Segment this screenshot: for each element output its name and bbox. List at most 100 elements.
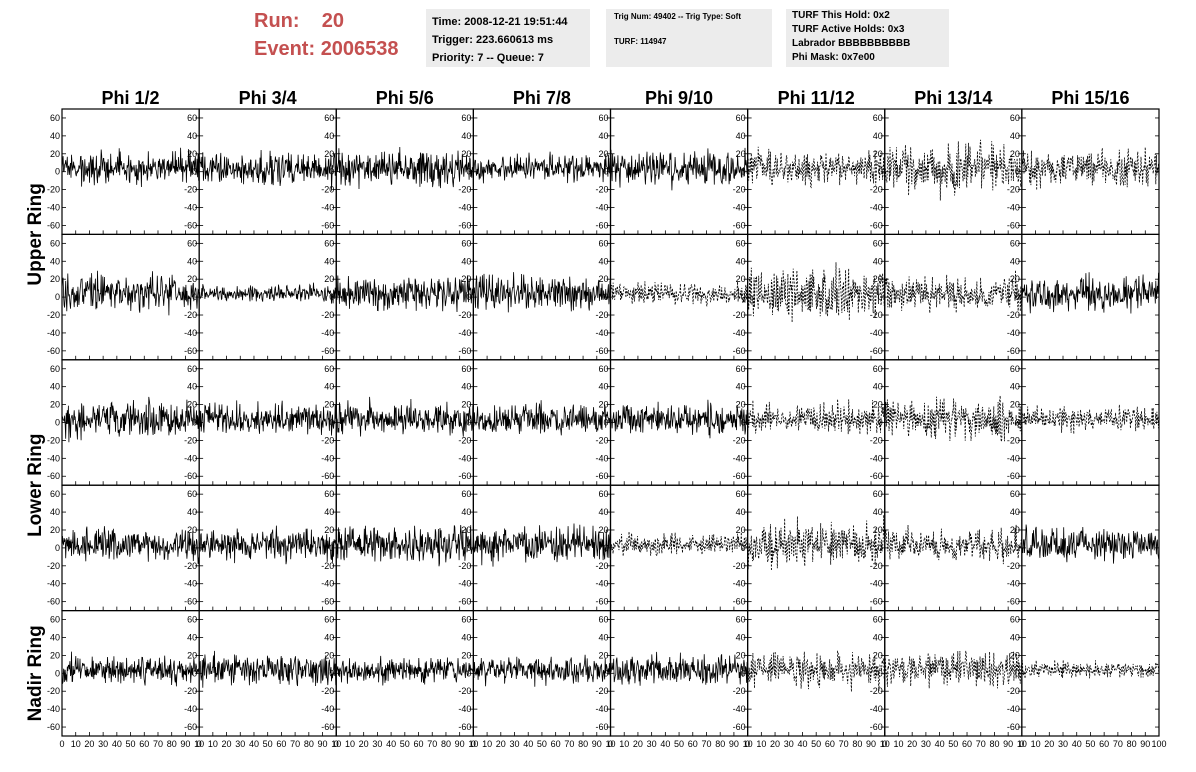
y-tick-label: -40 xyxy=(47,328,60,338)
y-tick-label: 60 xyxy=(50,113,60,123)
y-tick-label: -20 xyxy=(870,686,883,696)
y-tick-label: 60 xyxy=(324,364,334,374)
y-tick-label: -60 xyxy=(595,220,608,230)
panel-frame xyxy=(472,108,612,236)
column-title: Phi 7/8 xyxy=(513,88,571,108)
x-tick-label: 20 xyxy=(633,739,643,749)
x-tick-label: 0 xyxy=(197,739,202,749)
y-tick-label: 40 xyxy=(1010,131,1020,141)
y-tick-label: -20 xyxy=(47,435,60,445)
panel-frame xyxy=(884,609,1023,737)
y-tick-label: -60 xyxy=(458,471,471,481)
x-tick-label: 0 xyxy=(471,739,476,749)
y-tick-label: -40 xyxy=(733,328,746,338)
y-tick-label: -20 xyxy=(321,310,334,320)
y-tick-label: 20 xyxy=(736,400,746,410)
x-tick-label: 30 xyxy=(98,739,108,749)
y-tick-label: 20 xyxy=(1010,274,1020,284)
y-tick-label: 60 xyxy=(50,615,60,625)
waveform-line xyxy=(473,654,611,687)
x-tick-label: 0 xyxy=(608,739,613,749)
x-tick-label: 70 xyxy=(976,739,986,749)
y-tick-label: -60 xyxy=(47,220,60,230)
y-tick-label: 40 xyxy=(873,131,883,141)
waveform-line xyxy=(198,650,337,688)
y-tick-label: -40 xyxy=(595,453,608,463)
waveform-line xyxy=(335,146,474,190)
x-tick-label: 30 xyxy=(235,739,245,749)
y-tick-label: -40 xyxy=(458,203,471,213)
y-tick-label: 60 xyxy=(324,615,334,625)
x-tick-label: 40 xyxy=(523,739,533,749)
waveform-line xyxy=(884,139,1023,201)
x-tick-label: 40 xyxy=(386,739,396,749)
y-tick-label: -60 xyxy=(870,722,883,732)
y-tick-label: 20 xyxy=(598,650,608,660)
y-tick-label: 20 xyxy=(736,274,746,284)
y-tick-label: 40 xyxy=(50,382,60,392)
panel-frame xyxy=(884,233,1023,361)
y-tick-label: 0 xyxy=(878,418,883,428)
x-tick-label: 90 xyxy=(1003,739,1013,749)
x-tick-label: 0 xyxy=(882,739,887,749)
waveform-line xyxy=(884,524,1023,565)
y-tick-label: 40 xyxy=(187,382,197,392)
y-tick-label: -20 xyxy=(47,686,60,696)
y-tick-label: 0 xyxy=(466,543,471,553)
y-tick-label: 60 xyxy=(461,489,471,499)
x-tick-label: 10 xyxy=(345,739,355,749)
y-tick-label: 0 xyxy=(466,292,471,302)
x-tick-label: 50 xyxy=(126,739,136,749)
y-tick-label: -40 xyxy=(321,328,334,338)
y-tick-label: 40 xyxy=(187,256,197,266)
x-tick-label: 70 xyxy=(564,739,574,749)
y-tick-label: -40 xyxy=(47,579,60,589)
y-tick-label: 0 xyxy=(741,668,746,678)
y-tick-label: 40 xyxy=(324,256,334,266)
y-tick-label: 20 xyxy=(324,149,334,159)
y-tick-label: 40 xyxy=(50,632,60,642)
y-tick-label: 20 xyxy=(50,525,60,535)
panel-frame xyxy=(609,233,749,361)
y-tick-label: 60 xyxy=(736,364,746,374)
y-tick-label: 0 xyxy=(329,167,334,177)
y-tick-label: -40 xyxy=(595,203,608,213)
y-tick-label: -40 xyxy=(1007,203,1020,213)
y-tick-label: -20 xyxy=(47,185,60,195)
y-tick-label: 60 xyxy=(598,615,608,625)
y-tick-label: 0 xyxy=(329,543,334,553)
x-tick-label: 20 xyxy=(907,739,917,749)
y-tick-label: 40 xyxy=(461,507,471,517)
y-tick-label: -60 xyxy=(184,346,197,356)
y-tick-label: -40 xyxy=(870,453,883,463)
waveform-line xyxy=(473,272,611,313)
panel-frame xyxy=(884,108,1023,236)
y-tick-label: 0 xyxy=(1015,167,1020,177)
y-tick-label: -20 xyxy=(458,185,471,195)
y-tick-label: 0 xyxy=(603,668,608,678)
waveform-line xyxy=(747,262,886,323)
y-tick-label: 20 xyxy=(873,400,883,410)
y-tick-label: -60 xyxy=(733,471,746,481)
y-tick-label: 40 xyxy=(187,507,197,517)
x-tick-label: 10 xyxy=(331,739,341,749)
y-tick-label: 0 xyxy=(1015,543,1020,553)
waveform-line xyxy=(610,281,748,307)
y-tick-label: -20 xyxy=(1007,435,1020,445)
y-tick-label: 60 xyxy=(187,489,197,499)
y-tick-label: -60 xyxy=(47,722,60,732)
waveform-line xyxy=(1021,272,1160,314)
y-tick-label: -40 xyxy=(733,704,746,714)
y-tick-label: 20 xyxy=(50,400,60,410)
x-tick-label: 50 xyxy=(537,739,547,749)
y-tick-label: 0 xyxy=(55,167,60,177)
y-tick-label: -60 xyxy=(733,722,746,732)
y-tick-label: -40 xyxy=(458,453,471,463)
y-tick-label: -60 xyxy=(595,471,608,481)
y-tick-label: -60 xyxy=(1007,597,1020,607)
y-tick-label: -40 xyxy=(184,203,197,213)
y-tick-label: 20 xyxy=(50,650,60,660)
y-tick-label: -40 xyxy=(733,453,746,463)
y-tick-label: 40 xyxy=(598,382,608,392)
panel-frame xyxy=(198,233,337,361)
